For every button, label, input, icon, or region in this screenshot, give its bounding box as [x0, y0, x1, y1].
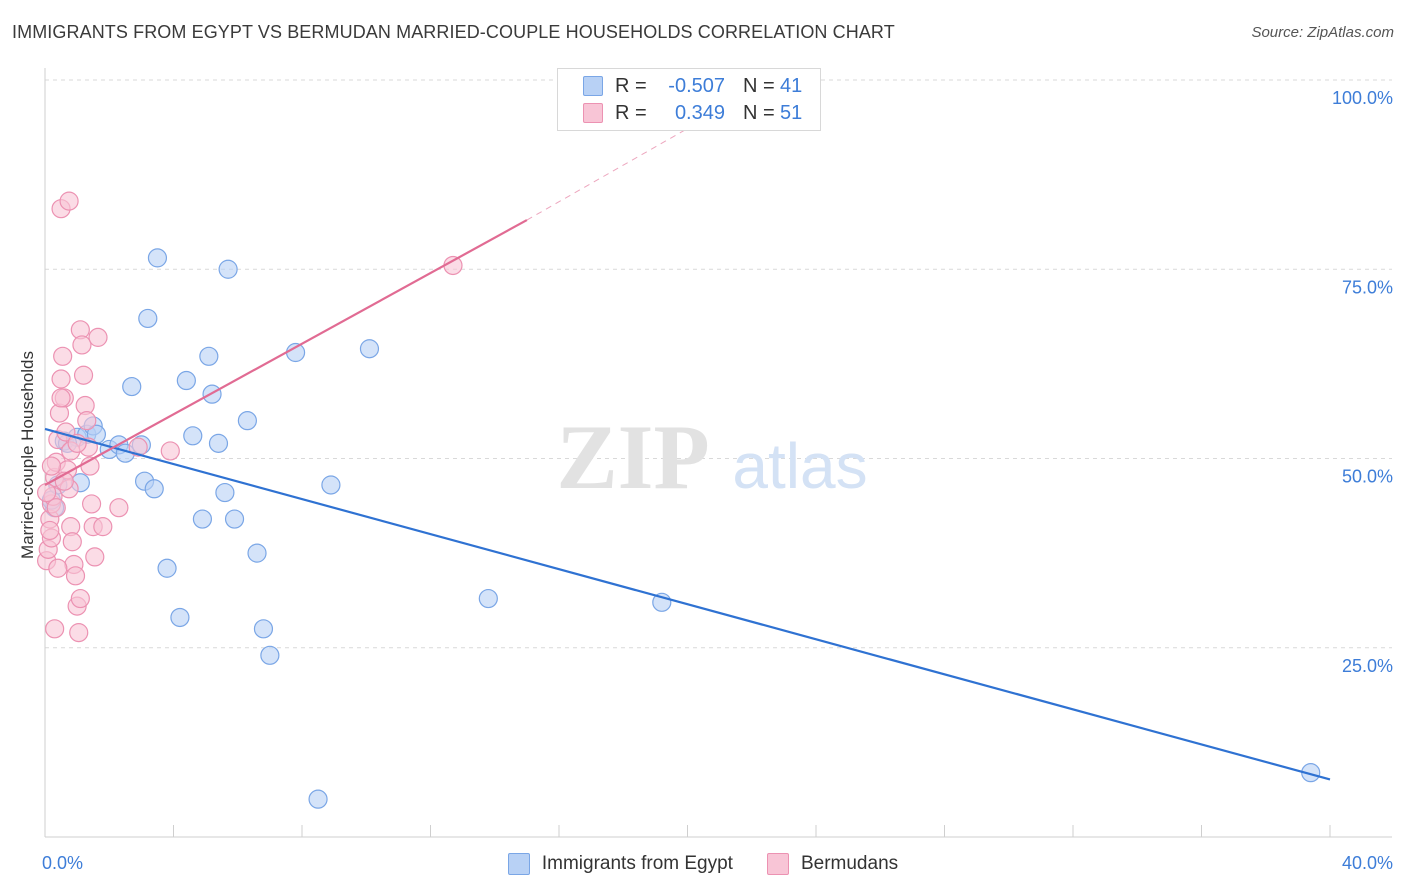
- legend-label: Immigrants from Egypt: [541, 853, 733, 874]
- data-point: [192, 509, 213, 529]
- pink-swatch: [766, 853, 789, 875]
- pink-swatch: [583, 103, 603, 123]
- y-tick-label: 25.0%: [1342, 656, 1393, 676]
- legend-item-bermudans[interactable]: Bermudans: [766, 853, 899, 875]
- data-point: [160, 441, 180, 461]
- trendline-bermudans-extension: [526, 109, 720, 221]
- x-tick-label: 0.0%: [42, 853, 83, 873]
- data-point: [224, 509, 245, 529]
- r-value: -0.507: [668, 74, 725, 97]
- data-point: [37, 482, 57, 503]
- data-point: [41, 456, 62, 476]
- data-point: [443, 255, 463, 276]
- source-credit: Source: ZipAtlas.com: [1251, 24, 1394, 41]
- stats-legend: R = -0.507 N = 41 R = 0.349 N = 51: [557, 68, 821, 131]
- data-point: [109, 498, 129, 518]
- data-point: [88, 327, 108, 347]
- legend-item-egypt[interactable]: Immigrants from Egypt: [507, 853, 733, 875]
- y-tick-label: 50.0%: [1342, 467, 1393, 487]
- trendline-egypt: [44, 427, 1331, 781]
- series-legend: Immigrants from Egypt Bermudans: [0, 851, 1406, 877]
- r-value: 0.349: [674, 101, 725, 124]
- data-point: [260, 645, 280, 665]
- data-point: [51, 369, 71, 389]
- r-label: R =: [615, 101, 647, 124]
- n-value: 51: [780, 101, 803, 124]
- chart-title: IMMIGRANTS FROM EGYPT VS BERMUDAN MARRIE…: [12, 22, 895, 42]
- data-point: [237, 411, 257, 431]
- data-point: [62, 532, 82, 552]
- data-point: [65, 566, 86, 586]
- trendline-bermudans: [44, 219, 528, 486]
- data-point: [48, 558, 68, 578]
- data-point: [51, 388, 71, 408]
- data-point: [253, 619, 274, 639]
- data-point: [77, 411, 97, 431]
- data-point: [359, 339, 380, 359]
- r-label: R =: [615, 74, 647, 97]
- y-tick-label: 100.0%: [1332, 88, 1393, 108]
- data-point: [170, 607, 190, 628]
- data-point: [478, 588, 498, 609]
- stats-row-bermudans: R = 0.349 N = 51: [558, 101, 802, 125]
- data-point: [85, 547, 105, 567]
- data-point: [69, 623, 89, 643]
- data-point: [144, 479, 164, 499]
- legend-label: Bermudans: [800, 853, 899, 874]
- blue-swatch: [507, 853, 530, 875]
- data-point: [45, 619, 65, 639]
- data-point: [247, 543, 267, 563]
- data-point: [72, 335, 92, 355]
- data-point: [308, 789, 328, 809]
- data-point: [128, 437, 148, 457]
- data-point: [199, 346, 219, 366]
- data-point: [157, 558, 177, 578]
- data-point: [46, 498, 66, 518]
- data-point: [138, 308, 158, 329]
- stats-row-egypt: R = -0.507 N = 41: [558, 74, 802, 98]
- data-point: [208, 433, 229, 453]
- data-point: [53, 346, 73, 366]
- n-label: N =: [743, 101, 775, 124]
- data-point: [93, 517, 113, 537]
- n-value: 41: [780, 74, 803, 97]
- data-point: [321, 475, 341, 495]
- data-point: [176, 370, 196, 391]
- data-point: [40, 520, 60, 541]
- data-point: [183, 426, 203, 446]
- watermark-zip: ZIP: [556, 406, 709, 508]
- y-axis-label: Married-couple Households: [18, 351, 37, 559]
- watermark-atlas: atlas: [732, 430, 867, 502]
- data-point: [122, 376, 142, 397]
- data-point: [147, 248, 168, 268]
- data-point: [59, 191, 79, 211]
- y-tick-label: 75.0%: [1342, 277, 1393, 297]
- n-label: N =: [743, 74, 775, 97]
- blue-swatch: [583, 76, 603, 96]
- data-point: [215, 482, 235, 503]
- data-point: [81, 494, 102, 514]
- data-point: [73, 365, 94, 385]
- data-point: [218, 259, 238, 279]
- series-bermudans: [37, 191, 463, 643]
- x-tick-label: 40.0%: [1342, 853, 1393, 873]
- data-point: [70, 588, 90, 609]
